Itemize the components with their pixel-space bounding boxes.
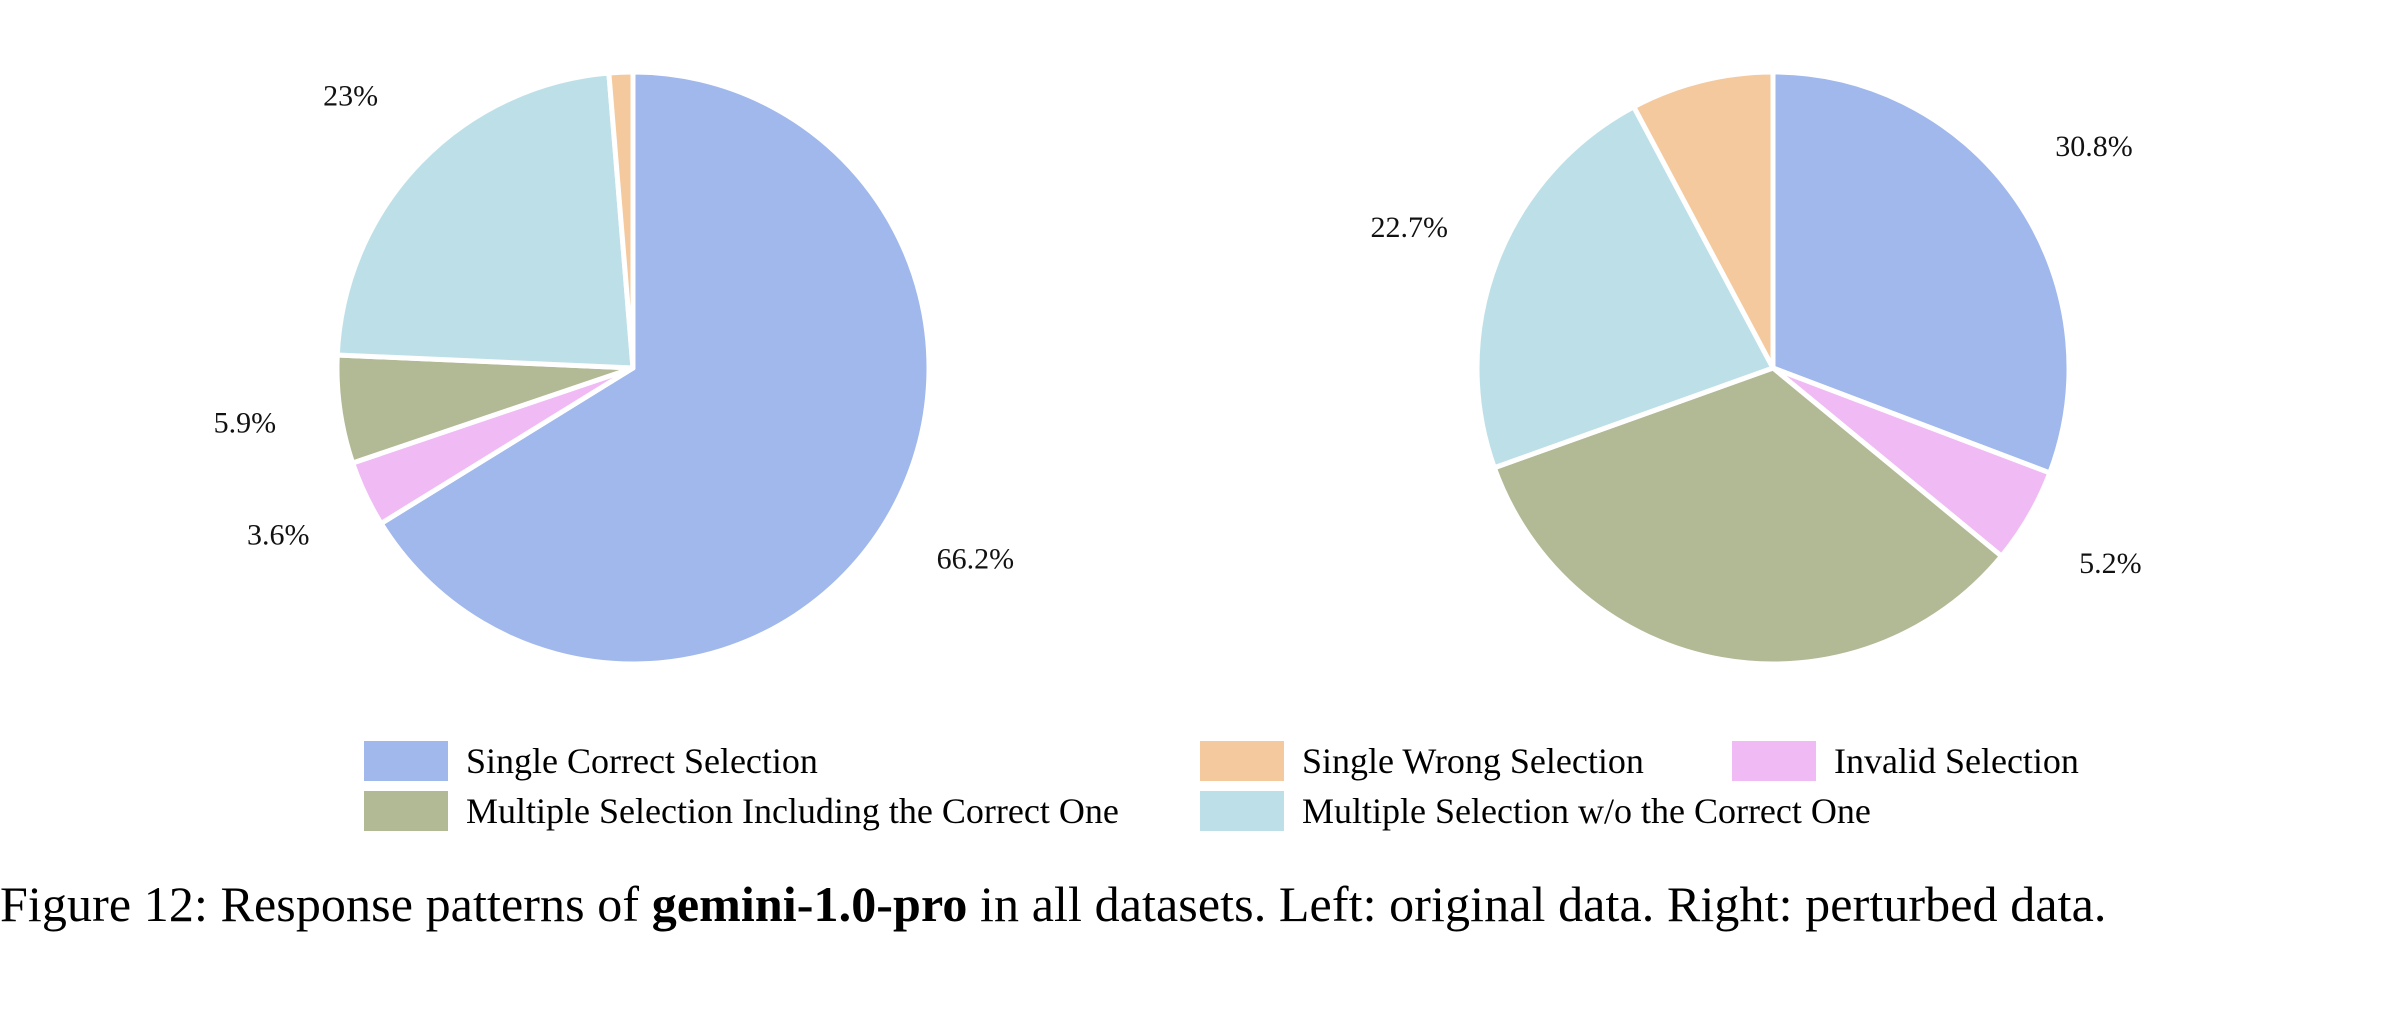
legend-swatch (1200, 791, 1284, 831)
legend-label: Single Wrong Selection (1302, 741, 1644, 781)
pie-charts: 66.2%3.6%5.9%23%1.3% 30.8%5.2%33.6%22.7%… (213, 0, 2142, 667)
pie-value-label: 7.8% (1647, 0, 1710, 6)
legend-label: Multiple Selection Including the Correct… (466, 791, 1119, 831)
pie-value-label: 5.2% (2079, 547, 2142, 580)
pie-value-label: 3.6% (247, 518, 310, 551)
caption-suffix: in all datasets. Left: original data. Ri… (967, 876, 2107, 932)
pie-slice-multiple-selection-w-o-the-correct-one (334, 70, 636, 371)
pie-value-label: 23% (323, 80, 378, 113)
figure-caption: Figure 12: Response patterns of gemini-1… (0, 874, 2384, 934)
pie-slice-single-wrong-selection (606, 69, 636, 371)
legend-item-single-correct: Single Correct Selection (364, 738, 818, 784)
pie-slice-multiple-selection-w-o-the-correct-one (1474, 104, 1776, 471)
pie-slice-single-correct-selection (1770, 69, 2072, 476)
legend-swatch (364, 741, 448, 781)
legend-label: Invalid Selection (1834, 741, 2079, 781)
legend-item-multiple-including-correct: Multiple Selection Including the Correct… (364, 788, 1119, 834)
legend-label: Multiple Selection w/o the Correct One (1302, 791, 1871, 831)
pie-slice-single-correct-selection (378, 69, 932, 667)
pie-value-label: 22.7% (1370, 211, 1448, 244)
legend: Single Correct Selection Single Wrong Se… (364, 738, 2084, 850)
pie-slice-single-wrong-selection (1631, 69, 1776, 371)
pie-value-label: 30.8% (2055, 130, 2133, 163)
pie-slice-multiple-selection-including-the-correct-one (1491, 365, 2004, 667)
caption-model-name: gemini-1.0-pro (651, 876, 968, 932)
pie-value-label: 66.2% (937, 543, 1015, 576)
legend-item-multiple-without-correct: Multiple Selection w/o the Correct One (1200, 788, 1871, 834)
legend-item-invalid: Invalid Selection (1732, 738, 2079, 784)
caption-prefix: Figure 12: Response patterns of (0, 876, 652, 932)
legend-item-single-wrong: Single Wrong Selection (1200, 738, 1644, 784)
pie-chart-perturbed: 30.8%5.2%33.6%22.7%7.8% (1370, 0, 2142, 667)
pie-value-label: 5.9% (214, 407, 277, 440)
legend-swatch (1200, 741, 1284, 781)
legend-swatch (364, 791, 448, 831)
pie-chart-original: 66.2%3.6%5.9%23%1.3% (214, 69, 1015, 667)
legend-label: Single Correct Selection (466, 741, 818, 781)
legend-swatch (1732, 741, 1816, 781)
